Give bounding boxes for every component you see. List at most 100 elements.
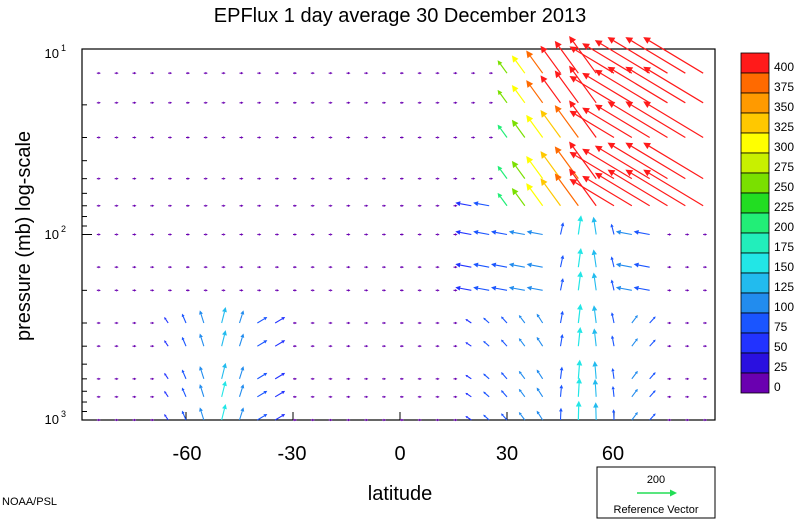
flux-vector	[569, 178, 615, 207]
flux-vector	[257, 71, 262, 75]
flux-vector	[364, 344, 369, 348]
flux-vector	[631, 370, 638, 380]
flux-vector	[569, 110, 615, 139]
y-axis-label: pressure (mb) log-scale	[13, 131, 35, 341]
flux-vector	[594, 69, 650, 104]
flux-vector	[203, 136, 208, 139]
flux-vector	[569, 141, 597, 180]
flux-vector	[667, 377, 672, 381]
flux-vector	[181, 410, 187, 421]
flux-vector	[625, 66, 686, 104]
flux-vector	[400, 101, 404, 105]
flux-vector	[150, 418, 155, 422]
flux-vector	[382, 136, 387, 139]
flux-vector	[328, 289, 333, 292]
flux-vector	[364, 136, 369, 139]
flux-vector	[633, 230, 650, 236]
flux-vector	[114, 395, 119, 399]
flux-vector	[631, 338, 638, 347]
flux-vector	[132, 418, 137, 422]
flux-vector	[473, 262, 490, 268]
flux-vector	[96, 265, 101, 269]
flux-vector	[238, 407, 245, 421]
x-tick-label-30: 30	[496, 443, 518, 465]
flux-vector	[346, 418, 351, 422]
flux-vector	[199, 333, 205, 347]
flux-vector	[382, 204, 387, 208]
colorbar-label: 100	[774, 300, 794, 314]
flux-vector	[631, 315, 638, 324]
flux-vector	[221, 265, 226, 269]
flux-vector	[364, 233, 369, 236]
flux-vector	[382, 101, 387, 105]
flux-vector	[275, 71, 280, 75]
flux-vector	[594, 172, 650, 207]
flux-vector	[703, 344, 708, 348]
flux-vector	[181, 369, 187, 380]
flux-vector	[511, 187, 526, 207]
flux-vector	[310, 321, 315, 325]
flux-vector	[96, 395, 101, 399]
flux-vector	[625, 142, 686, 180]
flux-vector	[346, 377, 351, 381]
flux-vector	[186, 233, 190, 236]
flux-vector	[518, 412, 526, 421]
flux-vector	[453, 344, 458, 348]
flux-vector	[400, 395, 404, 399]
flux-vector	[203, 177, 208, 180]
flux-vector	[238, 310, 245, 324]
flux-vector	[594, 104, 650, 139]
flux-vector	[96, 101, 101, 105]
flux-vector	[257, 177, 262, 180]
colorbar-label: 0	[774, 380, 781, 394]
flux-vector	[615, 230, 632, 236]
flux-vector	[114, 101, 119, 105]
flux-vector	[132, 204, 137, 208]
flux-vector	[471, 136, 476, 139]
flux-vector	[435, 344, 440, 348]
flux-vector	[364, 265, 369, 269]
flux-vector	[96, 71, 101, 75]
x-tick-label-m30: -30	[278, 443, 307, 465]
flux-vector	[489, 71, 494, 75]
flux-vector	[610, 335, 615, 347]
flux-vector	[328, 418, 333, 422]
flux-vector	[400, 136, 404, 139]
flux-vector	[497, 124, 508, 138]
svg-text:10: 10	[45, 46, 59, 61]
colorbar-swatch	[740, 132, 770, 154]
flux-vector	[473, 230, 490, 236]
flux-vector	[257, 390, 268, 398]
flux-vector	[164, 372, 169, 380]
flux-vector	[310, 344, 315, 348]
flux-vector	[257, 136, 262, 139]
flux-vector	[199, 366, 205, 380]
flux-vector	[346, 204, 351, 208]
flux-vector	[582, 43, 633, 74]
flux-vector	[274, 390, 286, 398]
flux-vector	[346, 136, 351, 139]
flux-vector	[518, 388, 526, 398]
flux-vector	[417, 136, 422, 139]
flux-vector	[239, 101, 244, 105]
flux-vector	[559, 278, 565, 291]
flux-vector	[489, 136, 494, 139]
flux-vector	[489, 101, 494, 105]
flux-vector	[417, 233, 422, 236]
flux-vector	[239, 233, 244, 236]
flux-vector	[453, 233, 458, 236]
flux-vector	[181, 313, 187, 324]
flux-vector	[649, 390, 656, 398]
flux-vector	[511, 85, 526, 104]
flux-vector	[417, 377, 422, 381]
x-tick-label-60: 60	[602, 443, 624, 465]
flux-vector	[275, 265, 280, 269]
flux-vector	[631, 412, 638, 421]
flux-vector	[346, 233, 351, 236]
flux-vector	[594, 40, 650, 74]
flux-vector	[518, 315, 526, 324]
flux-vector	[582, 72, 633, 104]
flux-vector	[221, 71, 226, 75]
flux-vector	[592, 328, 598, 347]
flux-vector	[382, 233, 387, 236]
